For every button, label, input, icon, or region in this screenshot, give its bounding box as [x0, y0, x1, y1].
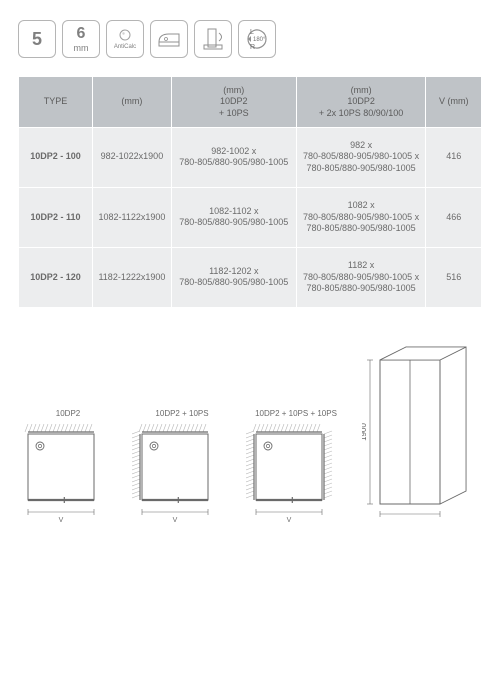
isometric-view: 1900	[362, 344, 482, 534]
badge-install	[194, 20, 232, 58]
plan-label: 10DP2 + 10PS + 10PS	[255, 409, 337, 418]
cell-v: 516	[426, 247, 482, 307]
svg-text:V: V	[59, 517, 64, 524]
svg-text:V: V	[173, 517, 178, 524]
col-mm: (mm)	[93, 77, 172, 128]
badge-thickness-5: 5	[18, 20, 56, 58]
col-combo1: (mm) 10DP2 + 10PS	[171, 77, 296, 128]
cell-type: 10DP2 - 120	[19, 247, 93, 307]
cell-dim: 1082-1122x1900	[93, 187, 172, 247]
cell-v: 416	[426, 127, 482, 187]
cell-combo2: 982 x 780-805/880-905/980-1005 x 780-805…	[296, 127, 426, 187]
plan-view: 10DP2 + 10PS + 10PS V	[246, 409, 346, 534]
table-body: 10DP2 - 100982-1022x1900982-1002 x 780-8…	[19, 127, 482, 307]
cell-combo1: 1082-1102 x 780-805/880-905/980-1005	[171, 187, 296, 247]
cell-dim: 982-1022x1900	[93, 127, 172, 187]
tray-icon	[156, 28, 182, 50]
cell-combo2: 1082 x 780-805/880-905/980-1005 x 780-80…	[296, 187, 426, 247]
badge-value: 5	[32, 29, 42, 50]
col-type: TYPE	[19, 77, 93, 128]
svg-text:1900: 1900	[362, 422, 368, 440]
cell-combo1: 1182-1202 x 780-805/880-905/980-1005	[171, 247, 296, 307]
badge-top: 6	[77, 25, 86, 43]
cell-combo2: 1182 x 780-805/880-905/980-1005 x 780-80…	[296, 247, 426, 307]
cell-type: 10DP2 - 100	[19, 127, 93, 187]
badge-anticalc: AntiCalc	[106, 20, 144, 58]
rev-R: R	[250, 44, 255, 51]
svg-text:V: V	[287, 517, 292, 524]
badge-bottom: mm	[74, 43, 89, 53]
plan-views: 10DP2 V 10DP2 + 10PS V 10DP2 + 10PS + 10PS V	[18, 409, 346, 534]
cell-type: 10DP2 - 110	[19, 187, 93, 247]
diagram-row: 10DP2V10DP2 + 10PSV10DP2 + 10PS + 10PSV …	[18, 344, 482, 534]
badge-tray	[150, 20, 188, 58]
cell-dim: 1182-1222x1900	[93, 247, 172, 307]
badge-thickness-6mm: 6 mm	[62, 20, 100, 58]
badge-reversible: L 180° R	[238, 20, 276, 58]
rev-L: L	[250, 29, 254, 36]
table-row: 10DP2 - 100982-1022x1900982-1002 x 780-8…	[19, 127, 482, 187]
badge-anticalc-label: AntiCalc	[114, 44, 136, 50]
plan-view: 10DP2 + 10PS V	[132, 409, 232, 534]
cell-v: 466	[426, 187, 482, 247]
plan-label: 10DP2	[56, 409, 80, 418]
droplet-icon	[115, 28, 135, 44]
plan-view: 10DP2 V	[18, 409, 118, 534]
col-combo2: (mm) 10DP2 + 2x 10PS 80/90/100	[296, 77, 426, 128]
table-header: TYPE (mm) (mm) 10DP2 + 10PS (mm) 10DP2 +…	[19, 77, 482, 128]
install-icon	[200, 26, 226, 52]
reversible-icon: L 180° R	[242, 24, 272, 54]
plan-label: 10DP2 + 10PS	[155, 409, 208, 418]
spec-table: TYPE (mm) (mm) 10DP2 + 10PS (mm) 10DP2 +…	[18, 76, 482, 308]
badge-row: 5 6 mm AntiCalc L 180° R	[18, 20, 482, 58]
table-row: 10DP2 - 1101082-1122x19001082-1102 x 780…	[19, 187, 482, 247]
rev-180: 180°	[253, 37, 266, 43]
table-row: 10DP2 - 1201182-1222x19001182-1202 x 780…	[19, 247, 482, 307]
col-v: V (mm)	[426, 77, 482, 128]
cell-combo1: 982-1002 x 780-805/880-905/980-1005	[171, 127, 296, 187]
